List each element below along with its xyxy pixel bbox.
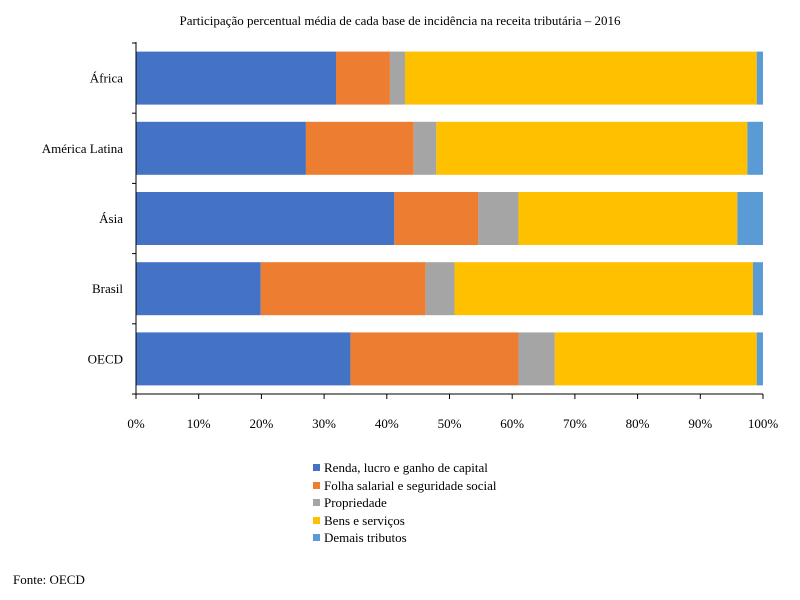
category-label: Brasil xyxy=(92,281,123,296)
x-tick-label: 50% xyxy=(438,416,462,431)
bar-segment xyxy=(518,192,738,245)
bar-segment xyxy=(478,192,519,245)
x-tick-label: 100% xyxy=(748,416,779,431)
bar-segment xyxy=(413,121,437,175)
legend-label: Demais tributos xyxy=(324,530,407,545)
category-label: África xyxy=(90,71,123,86)
x-tick-label: 90% xyxy=(688,416,712,431)
bar-segment xyxy=(747,121,763,175)
legend-swatch xyxy=(313,499,320,507)
source-note: Fonte: OECD xyxy=(13,572,85,587)
bar-segment xyxy=(336,51,390,105)
bar-segment xyxy=(136,192,395,245)
legend-item: Bens e serviços xyxy=(313,512,497,530)
legend-label: Propriedade xyxy=(324,495,387,510)
bar-segment xyxy=(350,332,519,386)
legend: Renda, lucro e ganho de capital Folha sal… xyxy=(313,459,497,547)
x-tick-label: 70% xyxy=(563,416,587,431)
chart-title: Participação percentual média de cada ba… xyxy=(179,13,621,28)
x-tick-label: 80% xyxy=(626,416,650,431)
legend-item: Renda, lucro e ganho de capital xyxy=(313,459,497,477)
x-tick-label: 30% xyxy=(312,416,336,431)
bar-segment xyxy=(136,262,261,316)
bar-segment xyxy=(436,121,748,175)
bar-segment xyxy=(389,51,405,105)
bar-segment xyxy=(454,262,753,316)
legend-swatch xyxy=(313,481,320,489)
category-label: OECD xyxy=(88,351,123,366)
x-tick-label: 60% xyxy=(500,416,524,431)
legend-label: Bens e serviços xyxy=(324,512,405,528)
x-tick-label: 10% xyxy=(187,416,211,431)
legend-label: Renda, lucro e ganho de capital xyxy=(324,460,488,475)
bar-segment xyxy=(394,192,479,245)
bar-segment xyxy=(756,332,763,386)
category-label: América Latina xyxy=(42,141,123,156)
x-tick-label: 0% xyxy=(127,416,145,431)
legend-item: Propriedade xyxy=(313,494,497,512)
legend-swatch xyxy=(313,516,320,524)
bar-segment xyxy=(518,332,555,386)
bar-segment xyxy=(136,332,351,386)
bar-segment xyxy=(136,121,306,175)
legend-label: Folha salarial e seguridade social xyxy=(324,477,497,493)
bar-segment xyxy=(737,192,763,245)
bar-segment xyxy=(756,51,763,105)
bar-segment xyxy=(752,262,763,316)
category-label: Ásia xyxy=(99,211,123,226)
bar-segment xyxy=(305,121,414,175)
bar-segment xyxy=(260,262,426,316)
legend-swatch xyxy=(313,464,320,472)
legend-item: Demais tributos xyxy=(313,529,497,547)
bar-segment xyxy=(136,51,337,105)
bar-segment xyxy=(554,332,757,386)
legend-swatch xyxy=(313,534,320,542)
x-tick-label: 20% xyxy=(249,416,273,431)
legend-item: Folha salarial e seguridade social xyxy=(313,477,497,495)
bar-segment xyxy=(425,262,455,316)
bar-segment xyxy=(404,51,757,105)
x-tick-label: 40% xyxy=(375,416,399,431)
